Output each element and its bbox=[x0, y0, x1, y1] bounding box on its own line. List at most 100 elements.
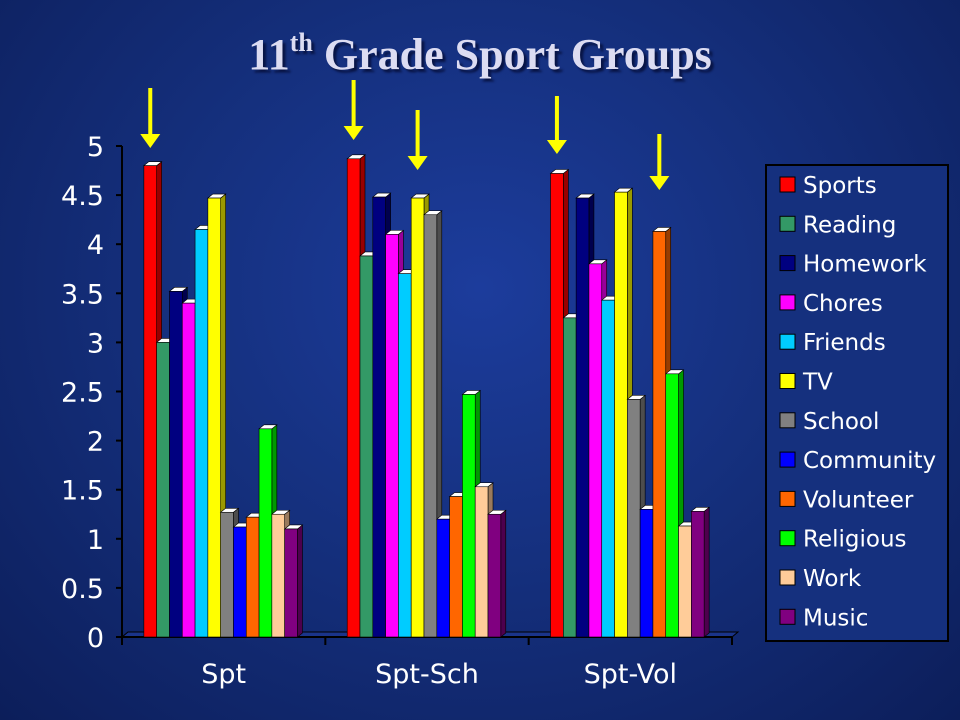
legend: Sports Reading Homework Chores Friends TV Scho… bbox=[765, 164, 949, 642]
legend-item: Volunteer bbox=[779, 487, 914, 513]
legend-item: Reading bbox=[779, 212, 896, 238]
legend-item: Music bbox=[779, 605, 868, 631]
legend-label: School bbox=[803, 409, 879, 435]
bar-front bbox=[143, 165, 157, 638]
bars bbox=[143, 154, 710, 638]
legend-box bbox=[765, 164, 949, 642]
legend-label: Friends bbox=[803, 330, 886, 356]
legend-item: Homework bbox=[779, 252, 927, 278]
legend-label: Community bbox=[803, 448, 936, 474]
legend-item: TV bbox=[779, 370, 833, 396]
legend-label: Religious bbox=[803, 527, 907, 553]
legend-swatch bbox=[779, 333, 796, 350]
bar-front bbox=[691, 511, 705, 638]
bar-front bbox=[181, 302, 196, 638]
bar-front bbox=[284, 528, 298, 638]
legend-item: Sports bbox=[779, 173, 877, 199]
bar-front bbox=[359, 255, 374, 638]
bar-music bbox=[690, 506, 710, 638]
bar-front bbox=[627, 399, 641, 638]
title-number: 11 bbox=[248, 30, 290, 79]
legend-label: Sports bbox=[803, 173, 877, 199]
arrow-head bbox=[407, 156, 428, 170]
bar-front bbox=[639, 509, 654, 638]
bar-front bbox=[462, 394, 476, 638]
bar-front bbox=[601, 299, 615, 638]
legend-swatch bbox=[779, 215, 796, 232]
y-tick-label: 3 bbox=[87, 328, 104, 359]
bar-front bbox=[233, 526, 247, 638]
x-category-label: Spt bbox=[201, 659, 246, 690]
y-tick-label: 1 bbox=[87, 525, 104, 556]
legend-label: Volunteer bbox=[803, 487, 914, 513]
arrow-sports bbox=[140, 88, 161, 148]
bar-side bbox=[703, 506, 710, 638]
title-superscript: th bbox=[289, 28, 313, 57]
legend-label: Work bbox=[803, 566, 862, 592]
x-category-label: Spt-Sch bbox=[375, 659, 479, 690]
bar-side bbox=[297, 524, 303, 638]
legend-label: Music bbox=[803, 605, 868, 631]
bar-front bbox=[194, 229, 209, 638]
y-tick-label: 4 bbox=[87, 230, 104, 261]
bar-front bbox=[156, 342, 170, 638]
legend-item: Community bbox=[779, 448, 936, 474]
legend-item: School bbox=[779, 409, 879, 435]
legend-swatch bbox=[779, 530, 796, 547]
x-category-label: Spt-Vol bbox=[584, 659, 677, 690]
bar-front bbox=[271, 513, 285, 638]
bar-front bbox=[449, 496, 463, 638]
bar-front bbox=[346, 158, 361, 638]
legend-label: Reading bbox=[803, 212, 896, 238]
bar-front bbox=[487, 513, 502, 638]
y-tick-label: 2.5 bbox=[61, 378, 104, 409]
y-tick-label: 4.5 bbox=[61, 181, 104, 212]
bar-front bbox=[575, 197, 590, 638]
bar-front bbox=[372, 196, 386, 638]
bar-front bbox=[678, 525, 692, 638]
bar-front bbox=[614, 191, 628, 638]
legend-swatch bbox=[779, 255, 796, 272]
arrow-tv bbox=[407, 110, 428, 170]
bar-front bbox=[169, 291, 183, 638]
arrow-head bbox=[140, 134, 161, 148]
legend-swatch bbox=[779, 412, 796, 429]
bar-front bbox=[423, 214, 438, 638]
bar-front bbox=[474, 486, 489, 638]
bar-front bbox=[398, 273, 412, 638]
legend-item: Friends bbox=[779, 330, 886, 356]
bar-music bbox=[283, 524, 304, 638]
legend-swatch bbox=[779, 490, 796, 507]
bar-side bbox=[500, 509, 507, 638]
bar-front bbox=[410, 197, 425, 638]
bar-front bbox=[652, 231, 667, 638]
legend-swatch bbox=[779, 373, 796, 389]
bar-front bbox=[588, 263, 603, 638]
legend-swatch bbox=[779, 451, 796, 468]
legend-label: Chores bbox=[803, 291, 883, 317]
legend-swatch bbox=[779, 294, 796, 311]
x-axis: Spt Spt-Sch Spt-Vol bbox=[121, 636, 733, 690]
legend-item: Work bbox=[779, 566, 862, 592]
y-axis: 0 0.5 1 1.5 2 2.5 3 3.5 4 4.5 5 bbox=[61, 132, 123, 654]
bar-front bbox=[436, 518, 450, 638]
y-tick-label: 3.5 bbox=[61, 279, 104, 310]
arrow-sports bbox=[546, 96, 567, 154]
y-tick-label: 5 bbox=[87, 132, 104, 163]
legend-label: Homework bbox=[803, 252, 927, 278]
legend-item: Religious bbox=[779, 527, 907, 553]
bar-front bbox=[220, 511, 234, 638]
bar-front bbox=[385, 234, 399, 638]
legend-swatch bbox=[779, 569, 796, 586]
y-tick-label: 0.5 bbox=[61, 574, 104, 605]
bar-front bbox=[550, 173, 564, 638]
bar-front bbox=[207, 197, 221, 638]
bar-front bbox=[258, 428, 273, 638]
slide-title: 11th Grade Sport Groups bbox=[0, 28, 960, 80]
legend-label: TV bbox=[802, 370, 833, 396]
arrow-volunteer bbox=[649, 134, 670, 190]
bar-front bbox=[665, 373, 679, 638]
legend-swatch bbox=[779, 608, 796, 625]
bar-front bbox=[563, 317, 577, 638]
